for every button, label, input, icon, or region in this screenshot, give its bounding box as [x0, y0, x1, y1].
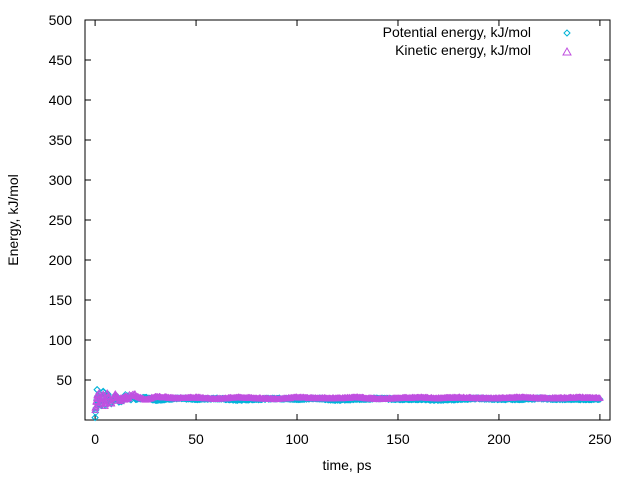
data-point	[141, 396, 150, 403]
data-point	[575, 393, 584, 401]
x-tick-label: 150	[386, 431, 410, 447]
series-layer	[91, 385, 604, 422]
plot-frame	[84, 19, 611, 421]
data-point	[93, 392, 101, 399]
series-potential	[91, 385, 604, 422]
legend-marker-potential	[563, 29, 571, 37]
series-band	[91, 389, 604, 411]
y-tick-label: 200	[49, 252, 73, 268]
legend-marker-kinetic	[562, 46, 572, 56]
data-point	[151, 392, 160, 400]
data-point	[495, 394, 503, 401]
data-point	[454, 393, 463, 401]
x-tick-label: 100	[285, 431, 309, 447]
data-point	[232, 393, 241, 401]
y-tick-label: 350	[49, 132, 73, 148]
x-tick-label: 0	[91, 431, 99, 447]
data-point	[91, 406, 99, 413]
data-point	[414, 393, 423, 401]
y-tick-label: 250	[49, 212, 73, 228]
legend-label-potential: Potential energy, kJ/mol	[383, 24, 531, 40]
band-marker	[91, 403, 100, 410]
y-axis-label: Energy, kJ/mol	[5, 174, 21, 266]
data-point	[192, 393, 200, 401]
y-tick-label: 150	[49, 292, 73, 308]
data-point	[212, 395, 221, 402]
y-tick-label: 500	[49, 12, 73, 28]
y-tick-label: 100	[49, 332, 73, 348]
data-point	[252, 394, 261, 401]
data-point	[535, 394, 544, 401]
data-point	[97, 400, 106, 407]
series-kinetic	[91, 388, 604, 413]
data-point	[121, 393, 130, 401]
data-point	[313, 394, 322, 401]
data-point	[111, 391, 120, 398]
x-tick-label: 50	[188, 431, 204, 447]
y-axis: 50 100 150 200 250 300 350 400 450 500	[49, 12, 610, 388]
data-point	[101, 400, 110, 408]
data-point	[107, 399, 116, 406]
data-point	[131, 392, 140, 399]
data-point	[293, 393, 301, 401]
x-tick-label: 250	[588, 431, 612, 447]
data-point	[91, 413, 99, 422]
data-point	[434, 394, 443, 401]
y-tick-label: 300	[49, 172, 73, 188]
series-band	[91, 386, 603, 422]
y-tick-label: 50	[56, 372, 72, 388]
legend: Potential energy, kJ/mol Kinetic energy,…	[383, 24, 572, 58]
legend-label-kinetic: Kinetic energy, kJ/mol	[395, 42, 531, 58]
y-tick-label: 400	[49, 92, 73, 108]
y-tick-label: 450	[49, 52, 73, 68]
legend-item-potential: Potential energy, kJ/mol	[383, 24, 571, 40]
plot-area	[84, 19, 611, 421]
data-point	[92, 398, 100, 405]
data-point	[353, 393, 362, 401]
data-point	[272, 395, 281, 402]
x-axis: 0 50 100 150 200 250	[91, 20, 612, 447]
data-point	[596, 394, 604, 401]
data-point	[94, 401, 103, 409]
x-tick-label: 200	[487, 431, 511, 447]
data-point	[103, 389, 112, 397]
data-point	[555, 394, 564, 401]
data-point	[373, 395, 382, 402]
data-point	[515, 393, 524, 401]
data-point	[394, 394, 402, 401]
data-point	[171, 394, 180, 401]
data-point	[333, 394, 342, 401]
data-point	[115, 396, 124, 404]
legend-item-kinetic: Kinetic energy, kJ/mol	[395, 42, 572, 58]
data-point	[95, 388, 104, 396]
x-axis-label: time, ps	[322, 457, 371, 473]
data-point	[474, 394, 483, 401]
